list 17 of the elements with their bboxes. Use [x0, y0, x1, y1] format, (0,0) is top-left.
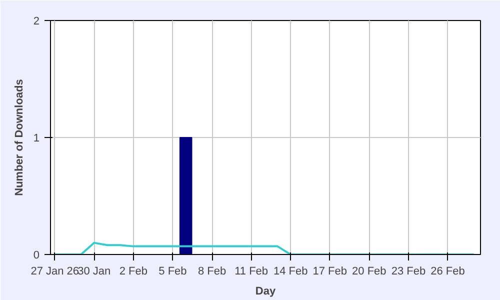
x-tick-label: 2 Feb — [119, 266, 148, 278]
x-tick-label: 23 Feb — [391, 266, 426, 278]
x-tick-label: 27 Jan 26 — [30, 266, 80, 278]
y-tick-label: 2 — [33, 16, 40, 28]
x-tick-label: 14 Feb — [273, 266, 308, 278]
line-series — [54, 242, 475, 254]
x-tick-label: 20 Feb — [352, 266, 386, 278]
x-tick-label: 17 Feb — [312, 266, 348, 278]
y-tick-label: 0 — [33, 250, 40, 262]
x-tick-label: 30 Jan — [78, 266, 111, 278]
y-tick-label: 1 — [33, 132, 40, 144]
y-axis-title: Number of Downloads — [13, 79, 26, 196]
x-tick-label: 5 Feb — [158, 266, 187, 278]
x-tick-label: 11 Feb — [234, 266, 268, 278]
x-axis-title: Day — [255, 286, 276, 298]
x-tick-label: 8 Feb — [198, 266, 226, 278]
x-tick-label: 26 Feb — [430, 266, 465, 278]
